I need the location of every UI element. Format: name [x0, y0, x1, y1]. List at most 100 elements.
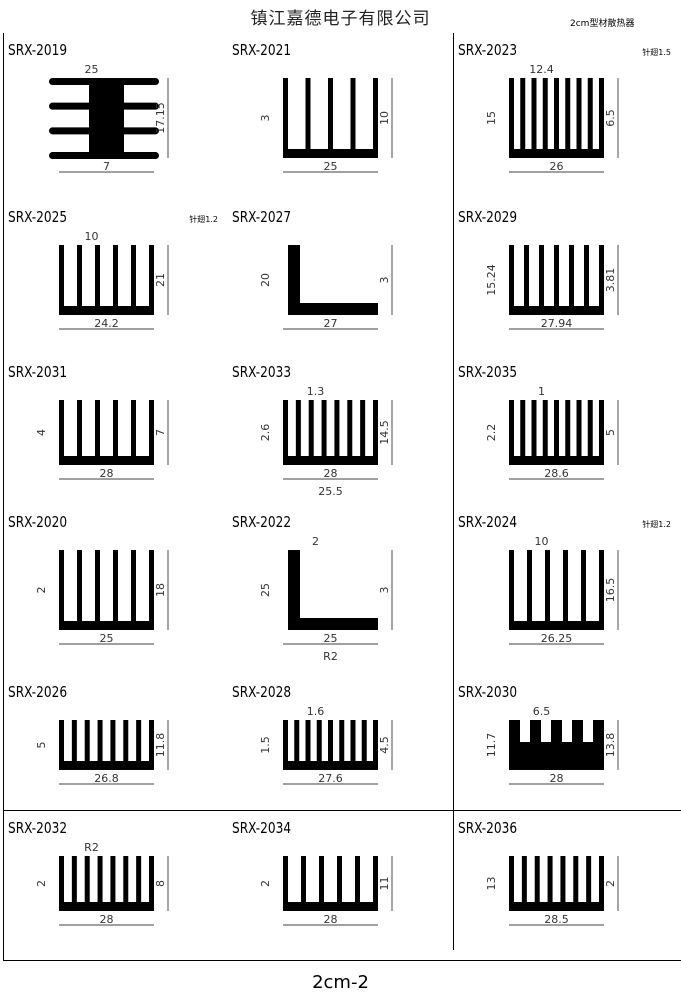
page-number: 2cm-2 [312, 972, 369, 993]
profile-fin [509, 400, 514, 457]
profile-fin [584, 245, 589, 307]
product-cell: SRX-2027 27 3 20 [228, 200, 453, 355]
model-label: SRX-2033 [232, 363, 292, 381]
dimension-label: 2 [35, 880, 48, 887]
profile-fin [149, 400, 154, 457]
profile-fin [554, 78, 559, 150]
profile-drawing: 26 6.5 12.4 15 [485, 63, 619, 173]
dimension-label: 10 [535, 535, 549, 548]
profile-fin [95, 400, 100, 457]
profile-fin [295, 400, 301, 457]
dimension-label: 25 [85, 63, 99, 76]
fin-note: 针翅1.2 [642, 520, 671, 529]
profile-fin [305, 720, 311, 762]
profile-base [283, 149, 378, 158]
profile-fin [576, 400, 582, 457]
product-cell: SRX-2028 27.6 4.5 1.6 1.5 [228, 675, 453, 810]
profile-fin [572, 720, 583, 743]
model-label: SRX-2030 [458, 683, 518, 701]
profile-drawing: 27.94 3.81 15.24 [485, 245, 619, 330]
product-cell: SRX-2022 25 3 2 25 R2 [228, 505, 453, 675]
dimension-label: 6.5 [604, 109, 617, 127]
model-label: SRX-2027 [232, 208, 292, 226]
profile-fin [560, 856, 566, 903]
dimension-label: 13.8 [604, 733, 617, 758]
profile-drawing: 26.8 11.8 5 [35, 720, 169, 785]
profile-fin [545, 550, 550, 622]
dimension-label: 26.25 [541, 632, 573, 645]
profile-fin [539, 245, 544, 307]
profile-fin [136, 720, 142, 762]
dimension-label: 1.5 [259, 736, 272, 754]
dimension-label: 10 [85, 230, 99, 243]
dimension-label: 21 [154, 273, 167, 287]
product-cell: SRX-2029 27.94 3.81 15.24 [453, 200, 681, 355]
profile-base [283, 456, 378, 465]
profile-fin [113, 400, 118, 457]
profile-fin [337, 856, 342, 903]
profile-fin [554, 245, 559, 307]
product-cell: SRX-2033 28 14.5 1.3 2.6 25.5 [228, 355, 453, 505]
dimension-label: 7 [154, 429, 167, 436]
profile-fin [360, 400, 366, 457]
dimension-label: 2 [604, 880, 617, 887]
dimension-label: 24.2 [94, 317, 119, 330]
profile-fin [355, 856, 360, 903]
dimension-label: 4 [35, 429, 48, 436]
dimension-label: 4.5 [378, 736, 391, 754]
profile-fin [283, 720, 288, 762]
profile-base [509, 306, 604, 315]
profile-fin [97, 720, 103, 762]
profile-fin [350, 78, 356, 150]
profile-fin [319, 856, 324, 903]
product-cell: SRX-2036 28.5 2 13 [453, 810, 681, 950]
profile-fin [95, 550, 100, 622]
model-label: SRX-2020 [8, 513, 68, 531]
fin-note: 针翅1.2 [189, 215, 218, 224]
profile-fin [283, 78, 288, 150]
dimension-label: 7 [103, 160, 110, 173]
profile-fin [509, 720, 520, 743]
profile-fin [347, 400, 353, 457]
profile-fin [509, 856, 514, 903]
dimension-label: 3 [378, 587, 391, 594]
profile-fin [520, 400, 526, 457]
profile-fin [131, 550, 136, 622]
profile-fin [149, 245, 154, 307]
profile-fin [524, 245, 529, 307]
dimension-label: 18 [154, 583, 167, 597]
profile-fin [361, 720, 367, 762]
profile-fin [301, 856, 306, 903]
profile-fin [77, 245, 82, 307]
profile-fin [59, 720, 64, 762]
profile-fin [565, 400, 571, 457]
dimension-label: 13 [485, 877, 498, 891]
profile-fin [59, 245, 64, 307]
model-label: SRX-2025 [8, 208, 68, 226]
profile-base [509, 902, 604, 911]
profile-drawing: 27.6 4.5 1.6 1.5 [259, 705, 393, 785]
dimension-label: 3.81 [604, 268, 617, 293]
product-cell: SRX-2021 25 10 3 [228, 33, 453, 200]
product-cell: SRX-2024 针翅1.2 26.25 16.5 10 [453, 505, 681, 675]
dimension-label: 11.7 [485, 733, 498, 758]
profile-fin [534, 856, 540, 903]
profile-drawing: 28.5 2 13 [485, 856, 619, 926]
profile-fin [49, 152, 159, 159]
profile-fin [97, 856, 103, 903]
profile-base [283, 761, 378, 770]
fin-note: 针翅1.5 [642, 48, 671, 57]
profile-fin [334, 400, 340, 457]
dimension-label: 2 [35, 587, 48, 594]
dimension-label: 2 [312, 535, 319, 548]
profile-drawing: 25 10 3 [259, 78, 393, 173]
profile-fin [123, 720, 129, 762]
dimension-label: 5 [604, 429, 617, 436]
profile-fin [95, 245, 100, 307]
product-grid: SRX-2019 7 17.15 25 SRX-2021 25 10 3 SRX-2023 针翅1… [4, 33, 681, 950]
model-label: SRX-2026 [8, 683, 68, 701]
profile-fin [59, 856, 64, 903]
dimension-label: 28 [100, 467, 114, 480]
dimension-label: 11.8 [154, 733, 167, 758]
dimension-label: R2 [84, 841, 99, 854]
